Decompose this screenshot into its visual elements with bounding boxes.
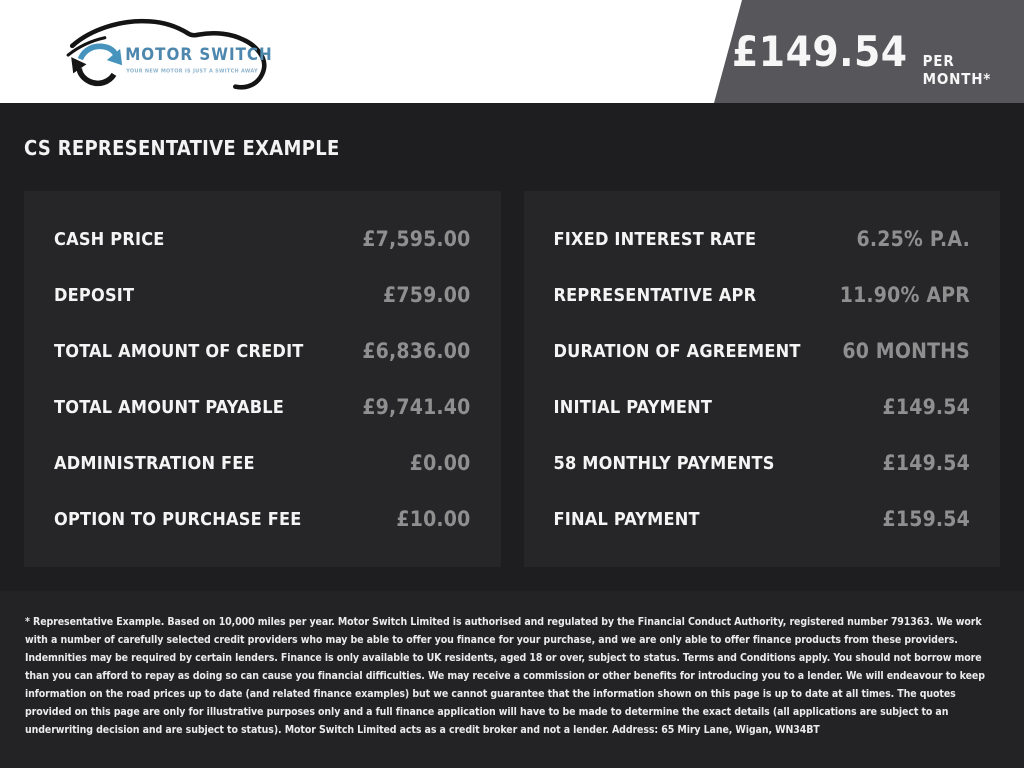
row-label: ADMINISTRATION FEE (54, 452, 255, 474)
monthly-price: £149.54 (732, 27, 908, 76)
row-total-amount-of-credit: TOTAL AMOUNT OF CREDIT £6,836.00 (54, 323, 471, 379)
row-label: TOTAL AMOUNT OF CREDIT (54, 340, 304, 362)
finance-panel-left: CASH PRICE £7,595.00 DEPOSIT £759.00 TOT… (24, 191, 501, 567)
row-representative-apr: REPRESENTATIVE APR 11.90% APR (554, 267, 971, 323)
row-value: £10.00 (396, 507, 471, 531)
row-label: FIXED INTEREST RATE (553, 228, 757, 250)
header: MOTOR SWITCH YOUR NEW MOTOR IS JUST A SW… (0, 0, 1024, 103)
row-value: £149.54 (882, 451, 970, 475)
row-label: FINAL PAYMENT (553, 508, 700, 530)
logo-tagline: YOUR NEW MOTOR IS JUST A SWITCH AWAY (125, 68, 258, 74)
row-deposit: DEPOSIT £759.00 (54, 267, 471, 323)
car-logo-icon: MOTOR SWITCH YOUR NEW MOTOR IS JUST A SW… (66, 18, 272, 90)
logo-title: MOTOR SWITCH (125, 44, 272, 64)
row-label: REPRESENTATIVE APR (553, 284, 757, 306)
row-label: OPTION TO PURCHASE FEE (54, 508, 302, 530)
row-label: DEPOSIT (54, 284, 135, 306)
row-label: 58 MONTHLY PAYMENTS (553, 452, 775, 474)
row-cash-price: CASH PRICE £7,595.00 (54, 211, 471, 267)
motor-switch-logo: MOTOR SWITCH YOUR NEW MOTOR IS JUST A SW… (62, 8, 272, 98)
row-value: £159.54 (882, 507, 970, 531)
row-final-payment: FINAL PAYMENT £159.54 (554, 491, 971, 547)
row-label: INITIAL PAYMENT (553, 396, 713, 418)
finance-section: CS REPRESENTATIVE EXAMPLE CASH PRICE £7,… (0, 103, 1024, 591)
row-monthly-payments: 58 MONTHLY PAYMENTS £149.54 (554, 435, 971, 491)
row-label: DURATION OF AGREEMENT (553, 340, 801, 362)
switch-arrowhead-blue (106, 48, 123, 66)
row-fixed-interest-rate: FIXED INTEREST RATE 6.25% P.A. (554, 211, 971, 267)
row-value: £759.00 (383, 283, 471, 307)
section-title: CS REPRESENTATIVE EXAMPLE (24, 136, 340, 160)
row-value: £9,741.40 (362, 395, 471, 419)
row-initial-payment: INITIAL PAYMENT £149.54 (554, 379, 971, 435)
price-banner: £149.54 PER MONTH* (714, 0, 1024, 103)
row-value: 11.90% APR (839, 283, 970, 307)
switch-arrow-blue (77, 43, 119, 61)
row-administration-fee: ADMINISTRATION FEE £0.00 (54, 435, 471, 491)
car-roofline (69, 18, 267, 90)
car-rear-swoosh (66, 36, 107, 57)
monthly-price-suffix: PER MONTH* (922, 52, 992, 88)
row-value: 6.25% P.A. (856, 227, 970, 251)
disclaimer-text: * Representative Example. Based on 10,00… (25, 616, 985, 736)
row-option-to-purchase-fee: OPTION TO PURCHASE FEE £10.00 (54, 491, 471, 547)
row-duration-of-agreement: DURATION OF AGREEMENT 60 MONTHS (554, 323, 971, 379)
switch-arrowhead-black (71, 57, 87, 74)
row-value: £7,595.00 (362, 227, 471, 251)
row-value: £149.54 (882, 395, 970, 419)
row-value: 60 MONTHS (842, 339, 970, 363)
row-total-amount-payable: TOTAL AMOUNT PAYABLE £9,741.40 (54, 379, 471, 435)
finance-panel-right: FIXED INTEREST RATE 6.25% P.A. REPRESENT… (523, 191, 1000, 567)
row-label: CASH PRICE (54, 228, 165, 250)
row-value: £6,836.00 (362, 339, 471, 363)
finance-panels: CASH PRICE £7,595.00 DEPOSIT £759.00 TOT… (24, 191, 1000, 567)
disclaimer-band: * Representative Example. Based on 10,00… (0, 591, 1024, 768)
row-value: £0.00 (409, 451, 471, 475)
row-label: TOTAL AMOUNT PAYABLE (54, 396, 285, 418)
switch-arrow-black (76, 68, 117, 87)
